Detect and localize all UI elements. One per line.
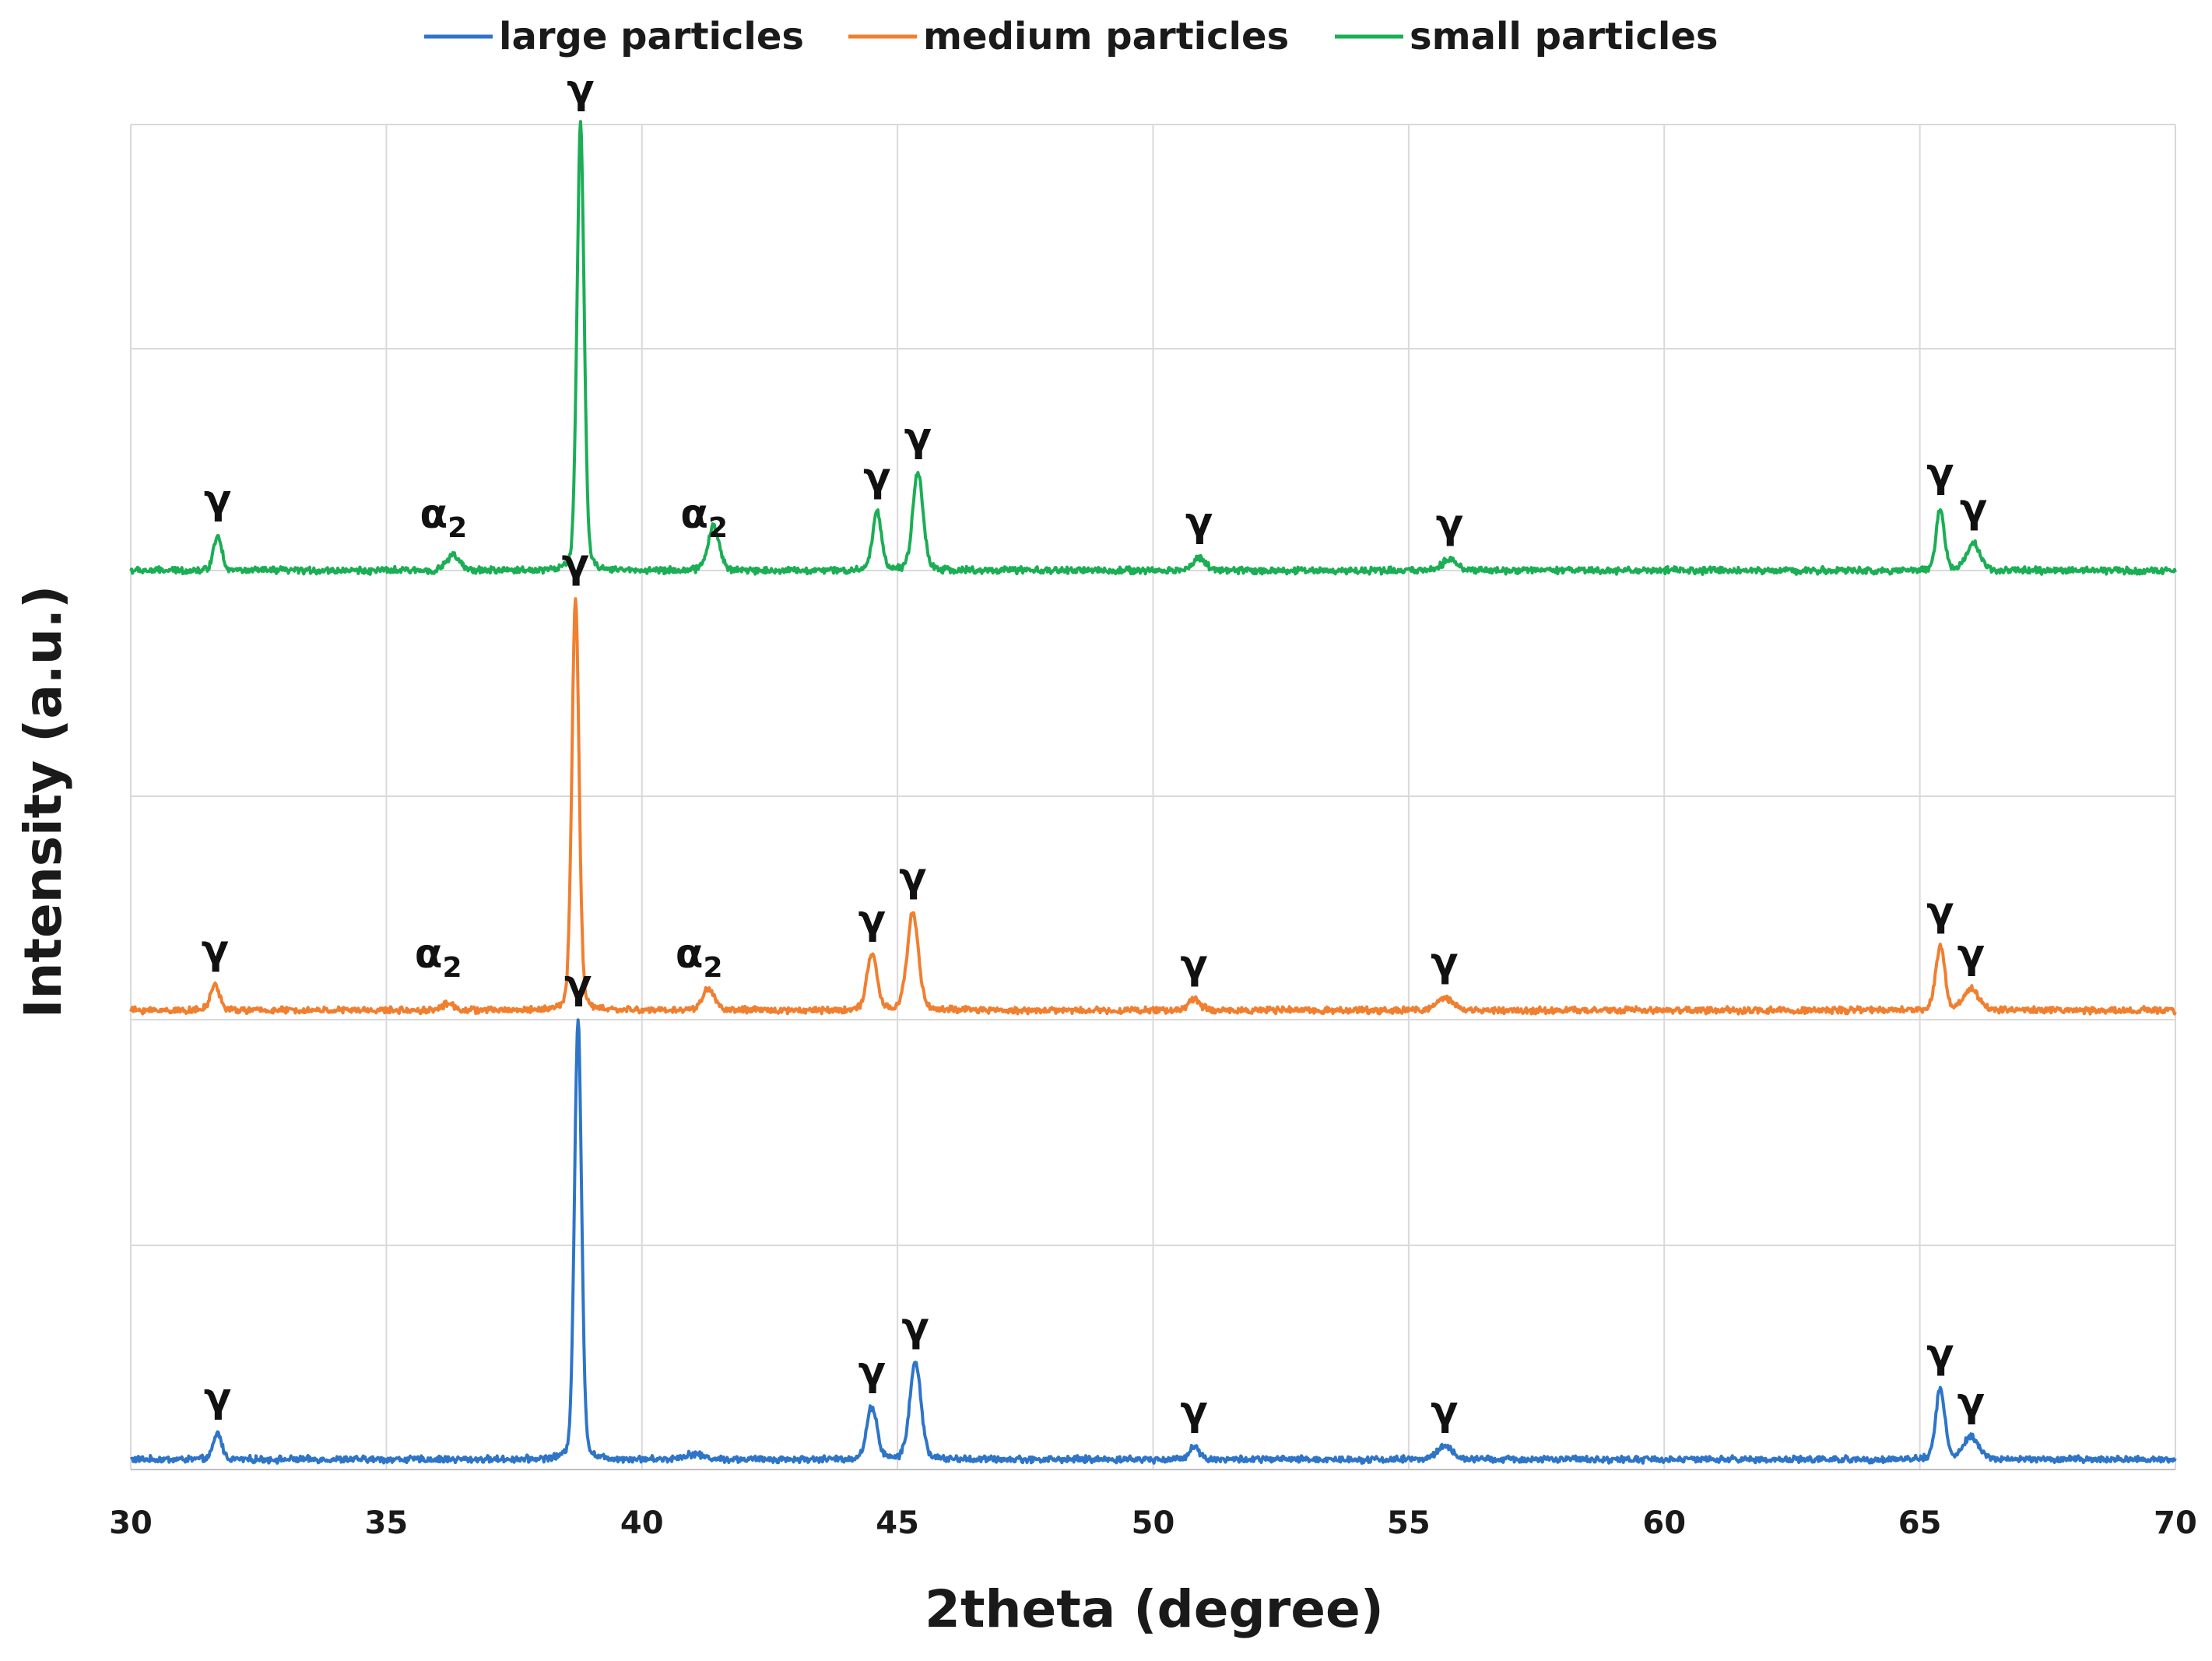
series-line-large-particles xyxy=(129,1018,2177,1465)
x-axis-ticks: 30 35 40 45 50 55 60 65 70 xyxy=(109,1505,2197,1541)
peak-label: γ xyxy=(202,926,229,973)
peak-label: γ xyxy=(1185,499,1213,546)
legend-label: large particles xyxy=(499,15,804,58)
peak-label: α2 xyxy=(676,931,723,984)
peak-label: γ xyxy=(1957,1379,1985,1426)
peak-label: γ xyxy=(1957,931,1985,978)
x-tick-label: 40 xyxy=(620,1505,664,1541)
grid xyxy=(130,124,2176,1470)
peak-label: γ xyxy=(1926,888,1954,935)
series-lines xyxy=(129,120,2177,1465)
peak-label: γ xyxy=(567,66,594,113)
legend-label: small particles xyxy=(1410,15,1718,58)
peak-label: γ xyxy=(204,1375,231,1421)
x-tick-label: 45 xyxy=(876,1505,919,1541)
peak-label: γ xyxy=(1431,1388,1458,1434)
peak-label: γ xyxy=(1431,939,1458,986)
series-line-small-particles xyxy=(129,120,2177,576)
peak-label: γ xyxy=(204,476,231,523)
x-tick-label: 65 xyxy=(1898,1505,1942,1541)
y-axis-title: Intensity (a.u.) xyxy=(13,585,73,1018)
peak-label: α2 xyxy=(415,931,462,984)
legend-label: medium particles xyxy=(923,15,1289,58)
peak-label: γ xyxy=(1436,501,1463,548)
peak-label: γ xyxy=(904,414,932,461)
peak-label: γ xyxy=(901,1305,929,1351)
peak-label: γ xyxy=(1926,1331,1954,1378)
peak-label: γ xyxy=(899,855,926,901)
peak-label: γ xyxy=(562,540,589,587)
x-tick-label: 55 xyxy=(1387,1505,1431,1541)
peak-label: γ xyxy=(1926,450,1954,497)
peak-label: γ xyxy=(1180,941,1207,988)
series-line-medium-particles xyxy=(129,597,2177,1016)
x-tick-label: 30 xyxy=(109,1505,153,1541)
x-tick-label: 70 xyxy=(2154,1505,2197,1541)
peak-label: γ xyxy=(863,455,890,501)
legend: large particles medium particles small par… xyxy=(424,15,1718,58)
x-axis-title: 2theta (degree) xyxy=(925,1579,1384,1639)
x-tick-label: 60 xyxy=(1642,1505,1686,1541)
peak-label: γ xyxy=(1180,1388,1207,1434)
peak-label: α2 xyxy=(680,491,728,544)
x-tick-label: 35 xyxy=(365,1505,409,1541)
peak-label: γ xyxy=(858,1348,886,1395)
peak-label: γ xyxy=(1960,486,1987,532)
peak-label: γ xyxy=(858,897,886,943)
peak-label: α2 xyxy=(420,491,467,544)
peak-label: γ xyxy=(564,961,592,1008)
x-tick-label: 50 xyxy=(1132,1505,1175,1541)
